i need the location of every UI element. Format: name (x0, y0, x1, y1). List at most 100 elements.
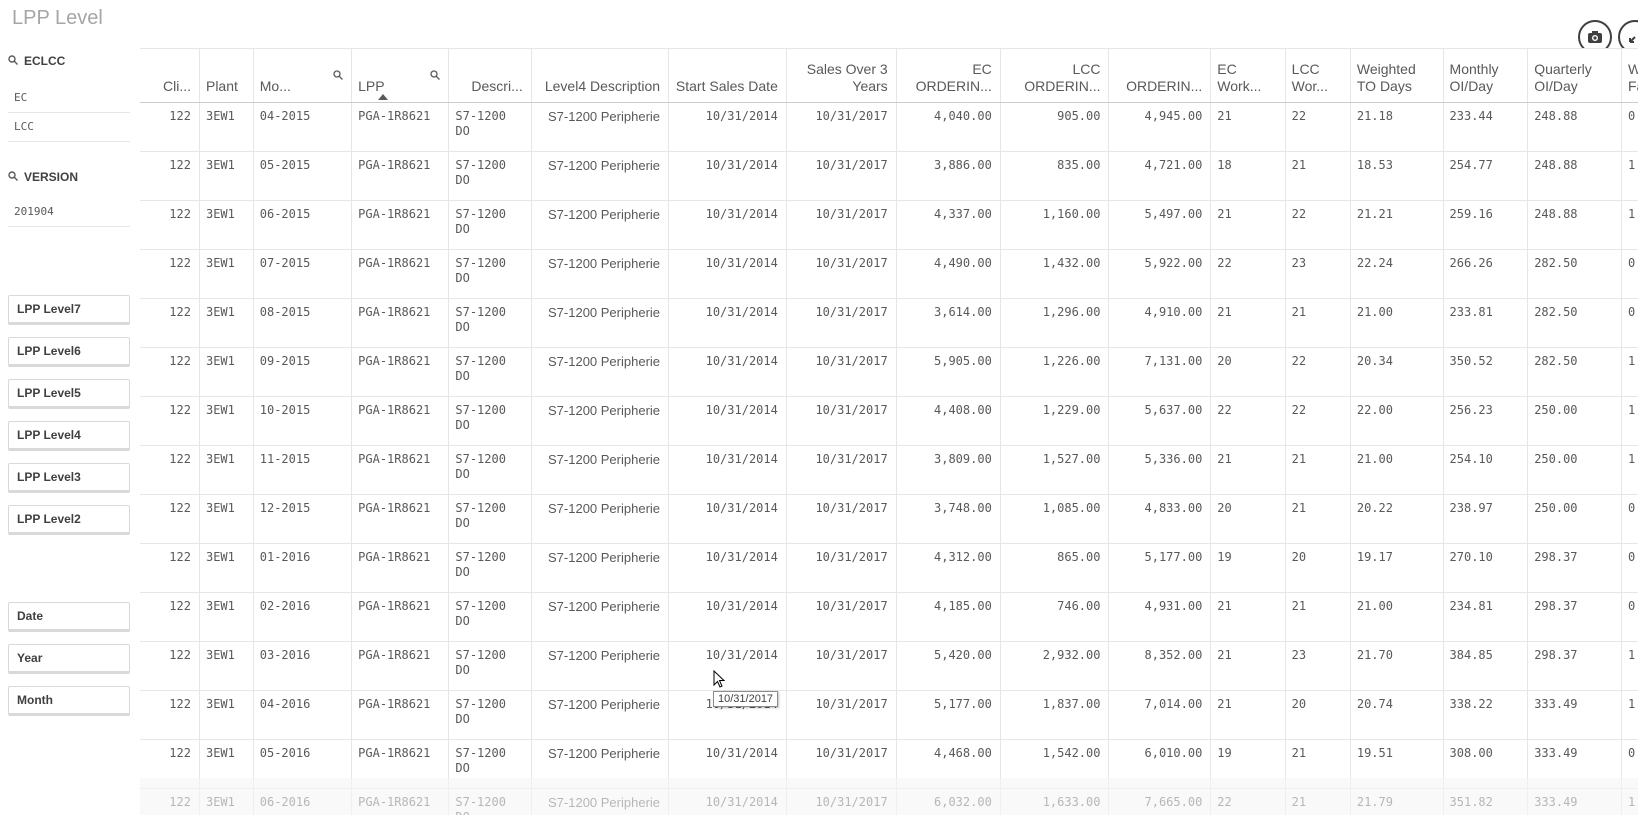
column-header-ec-ordering[interactable]: EC ORDERIN... (896, 48, 1001, 103)
cell-lcc-ordering[interactable]: 835.00 (1000, 151, 1110, 201)
cell-weighted-to-days[interactable]: 21.00 (1350, 445, 1444, 495)
column-header-start-sales-date[interactable]: Start Sales Date (668, 48, 787, 103)
table-row[interactable]: 122 3EW1 03-2016 PGA-1R8621 S7-1200 DO S7-120… (140, 641, 1638, 691)
cell-lcc-ordering[interactable]: 1,160.00 (1000, 200, 1110, 250)
column-header-lcc-ordering[interactable]: LCC ORDERIN... (1000, 48, 1110, 103)
cell-weighted-to-days[interactable]: 21.00 (1350, 298, 1444, 348)
cell-weighted-to-days[interactable]: 22.00 (1350, 396, 1444, 446)
cell-description[interactable]: S7-1200 DO (448, 396, 532, 446)
cell-lcc-ordering[interactable]: 1,296.00 (1000, 298, 1110, 348)
cell-start-sales-date[interactable]: 10/31/2014 (668, 396, 787, 446)
cell-lcc-workdays[interactable]: 22 (1285, 396, 1351, 446)
cell-start-sales-date[interactable]: 10/31/2014 (668, 347, 787, 397)
cell-month[interactable]: 04-2016 (253, 690, 353, 740)
cell-level4-description[interactable]: S7-1200 Peripherie (531, 690, 670, 740)
cell-plant[interactable]: 3EW1 (199, 102, 254, 152)
cell-weight-factor[interactable]: 0.94 (1621, 102, 1638, 152)
year-button[interactable]: Year (8, 644, 130, 674)
cell-client[interactable]: 122 (140, 151, 200, 201)
cell-plant[interactable]: 3EW1 (199, 396, 254, 446)
cell-plant[interactable]: 3EW1 (199, 445, 254, 495)
cell-plant[interactable]: 3EW1 (199, 200, 254, 250)
cell-sales-over-3-years[interactable]: 10/31/2017 (786, 200, 897, 250)
cell-client[interactable]: 122 (140, 445, 200, 495)
date-button[interactable]: Date (8, 602, 130, 632)
column-header-quarterly-oi-day[interactable]: Quarterly OI/Day (1527, 48, 1622, 103)
cell-monthly-oi-day[interactable]: 254.10 (1443, 445, 1529, 495)
cell-weight-factor[interactable]: 1.04 (1621, 200, 1638, 250)
cell-ordering[interactable]: 5,177.00 (1108, 543, 1212, 593)
cell-weight-factor[interactable]: 1.01 (1621, 690, 1638, 740)
cell-lpp[interactable]: PGA-1R8621 (351, 151, 450, 201)
cell-ec-ordering[interactable]: 4,040.00 (896, 102, 1001, 152)
cell-ec-ordering[interactable]: 4,337.00 (896, 200, 1001, 250)
cell-ordering[interactable]: 4,945.00 (1108, 102, 1212, 152)
cell-level4-description[interactable]: S7-1200 Peripherie (531, 249, 670, 299)
cell-ec-workdays[interactable]: 21 (1210, 298, 1286, 348)
cell-monthly-oi-day[interactable]: 384.85 (1443, 641, 1529, 691)
cell-ec-ordering[interactable]: 5,905.00 (896, 347, 1001, 397)
filter-value-version[interactable]: 201904 (8, 198, 130, 227)
cell-lcc-workdays[interactable]: 21 (1285, 494, 1351, 544)
cell-lcc-workdays[interactable]: 20 (1285, 543, 1351, 593)
cell-lcc-ordering[interactable]: 1,527.00 (1000, 445, 1110, 495)
cell-monthly-oi-day[interactable]: 254.77 (1443, 151, 1529, 201)
column-header-lcc-workdays[interactable]: LCC Wor... (1285, 48, 1351, 103)
cell-ec-workdays[interactable]: 21 (1210, 592, 1286, 642)
table-row[interactable]: 122 3EW1 07-2015 PGA-1R8621 S7-1200 DO S7-120… (140, 249, 1638, 299)
cell-level4-description[interactable]: S7-1200 Peripherie (531, 102, 670, 152)
cell-ordering[interactable]: 8,352.00 (1108, 641, 1212, 691)
column-header-description[interactable]: Descri... (448, 48, 532, 103)
cell-client[interactable]: 122 (140, 200, 200, 250)
cell-weight-factor[interactable]: 1.29 (1621, 641, 1638, 691)
cell-weight-factor[interactable]: 0.94 (1621, 249, 1638, 299)
table-row[interactable]: 122 3EW1 04-2015 PGA-1R8621 S7-1200 DO S7-120… (140, 102, 1638, 152)
cell-ec-workdays[interactable]: 22 (1210, 396, 1286, 446)
cell-quarterly-oi-day[interactable]: 248.88 (1527, 102, 1622, 152)
cell-quarterly-oi-day[interactable]: 250.00 (1527, 396, 1622, 446)
cell-lcc-ordering[interactable]: 1,085.00 (1000, 494, 1110, 544)
cell-ec-workdays[interactable]: 21 (1210, 200, 1286, 250)
cell-monthly-oi-day[interactable]: 338.22 (1443, 690, 1529, 740)
cell-lcc-ordering[interactable]: 1,226.00 (1000, 347, 1110, 397)
cell-description[interactable]: S7-1200 DO (448, 200, 532, 250)
cell-ec-workdays[interactable]: 20 (1210, 494, 1286, 544)
cell-lcc-ordering[interactable]: 1,432.00 (1000, 249, 1110, 299)
cell-quarterly-oi-day[interactable]: 298.37 (1527, 592, 1622, 642)
cell-quarterly-oi-day[interactable]: 298.37 (1527, 543, 1622, 593)
cell-level4-description[interactable]: S7-1200 Peripherie (531, 592, 670, 642)
cell-lcc-ordering[interactable]: 865.00 (1000, 543, 1110, 593)
cell-weighted-to-days[interactable]: 21.21 (1350, 200, 1444, 250)
cell-client[interactable]: 122 (140, 592, 200, 642)
cell-monthly-oi-day[interactable]: 266.26 (1443, 249, 1529, 299)
table-row[interactable]: 122 3EW1 11-2015 PGA-1R8621 S7-1200 DO S7-120… (140, 445, 1638, 495)
cell-weight-factor[interactable]: 0.96 (1621, 494, 1638, 544)
table-row[interactable]: 122 3EW1 01-2016 PGA-1R8621 S7-1200 DO S7-120… (140, 543, 1638, 593)
table-row[interactable]: 122 3EW1 08-2015 PGA-1R8621 S7-1200 DO S7-120… (140, 298, 1638, 348)
lpp-level2-button[interactable]: LPP Level2 (8, 505, 130, 535)
cell-start-sales-date[interactable]: 10/31/2014 (668, 641, 787, 691)
column-header-month[interactable]: Mo... (253, 48, 353, 103)
cell-quarterly-oi-day[interactable]: 282.50 (1527, 298, 1622, 348)
cell-weighted-to-days[interactable]: 20.34 (1350, 347, 1444, 397)
cell-month[interactable]: 11-2015 (253, 445, 353, 495)
lpp-level7-button[interactable]: LPP Level7 (8, 295, 130, 325)
cell-start-sales-date[interactable]: 10/31/2014 (668, 298, 787, 348)
table-row[interactable]: 122 3EW1 09-2015 PGA-1R8621 S7-1200 DO S7-120… (140, 347, 1638, 397)
cell-sales-over-3-years[interactable]: 10/31/2017 (786, 298, 897, 348)
cell-ec-workdays[interactable]: 21 (1210, 445, 1286, 495)
table-row[interactable]: 122 3EW1 12-2015 PGA-1R8621 S7-1200 DO S7-120… (140, 494, 1638, 544)
cell-ec-workdays[interactable]: 21 (1210, 102, 1286, 152)
cell-description[interactable]: S7-1200 DO (448, 494, 532, 544)
column-header-weight-factor[interactable]: Weigh... Factor (1621, 48, 1638, 103)
cell-lcc-workdays[interactable]: 21 (1285, 151, 1351, 201)
cell-month[interactable]: 12-2015 (253, 494, 353, 544)
cell-weight-factor[interactable]: 1.02 (1621, 151, 1638, 201)
column-header-sales-over-3-years[interactable]: Sales Over 3 Years (786, 48, 897, 103)
cell-client[interactable]: 122 (140, 347, 200, 397)
cell-weighted-to-days[interactable]: 20.74 (1350, 690, 1444, 740)
column-header-ec-workdays[interactable]: EC Work... (1210, 48, 1286, 103)
column-header-level4-description[interactable]: Level4 Description (531, 48, 670, 103)
cell-start-sales-date[interactable]: 10/31/2014 (668, 543, 787, 593)
cell-ordering[interactable]: 4,910.00 (1108, 298, 1212, 348)
